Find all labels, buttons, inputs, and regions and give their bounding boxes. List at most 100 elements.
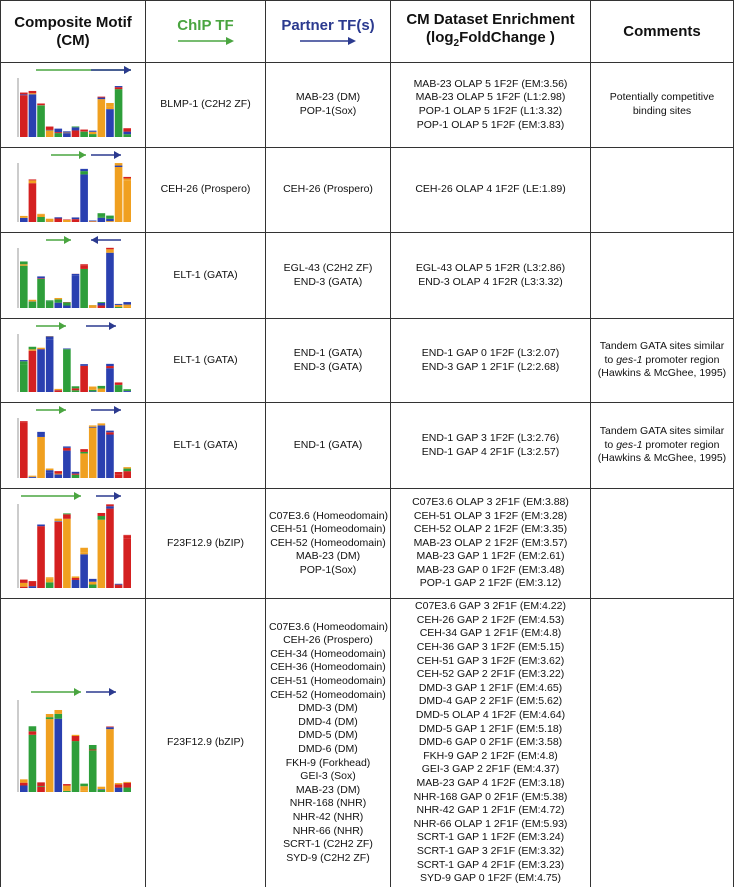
logo-letter [62,450,71,479]
logo-letter [114,474,122,479]
logo-letter [28,183,36,223]
logo-letter [53,709,62,714]
enrichment: CEH-52 GAP 2 2F1F (EM:3.22) [416,668,565,681]
logo-letter [97,789,105,792]
logo-letter [122,178,131,181]
logo-letter [36,103,45,106]
logo-letter [79,790,88,792]
logo-letter [88,386,97,391]
logo-letter [97,96,105,98]
green-arrow [177,37,234,45]
logo-letter [28,477,36,479]
logo-letter [36,786,45,792]
logo-letter [19,586,28,589]
partner-cell: EGL-43 (C2H2 ZF) END-3 (GATA) [265,232,391,319]
logo-letter [71,130,79,138]
logo-letter [97,513,105,517]
enrichment-cell: EGL-43 OLAP 5 1F2R (L3:2.86) END-3 OLAP 4… [390,232,591,319]
enrichment: CEH-26 OLAP 4 1F2F (LE:1.89) [415,183,566,196]
logo-letter [71,735,79,741]
motif-logo [17,406,131,479]
logo-letter [36,217,45,223]
enrichment-cell: CEH-26 OLAP 4 1F2F (LE:1.89) [390,147,591,233]
logo-letter [53,390,62,393]
logo-letter [97,424,105,426]
logo-letter [36,279,45,309]
partner-tf: CEH-36 (Homeodomain) [270,661,386,674]
comment: Potentially competitive binding sites [609,91,715,117]
logo-letter [79,453,88,479]
enrichment: DMD-3 GAP 1 2F1F (EM:4.65) [418,681,563,694]
logo-letter [114,382,122,386]
comment: promoter region (Hawkins & McGhee, 1995) [597,353,727,380]
partner-tf: CEH-51 (Homeodomain) [270,675,386,688]
logo-letter [114,385,122,393]
logo-letter [97,423,105,425]
comment: Tandem GATA sites similar to [599,425,725,451]
logo-letter [79,264,88,266]
header-text: CM Dataset Enrichment [406,10,575,28]
logo-letter [53,132,62,134]
logo-letter [88,134,97,138]
logo-letter [114,304,122,306]
logo-letter [62,349,71,393]
enrichment: SCRT-1 GAP 4 2F1F (EM:3.23) [416,858,565,871]
logo-letter [53,302,62,309]
enrichment: SYD-9 GAP 0 1F2F (EM:4.75) [419,872,562,885]
header-partner: Partner TF(s) [265,0,391,63]
logo-letter [105,248,114,250]
logo-letter [19,779,28,783]
enrichment: DMD-6 GAP 0 2F1F (EM:3.58) [418,736,563,749]
chip-cell: ELT-1 (GATA) [145,232,266,319]
partner-tf: CEH-52 (Homeodomain) [270,688,386,701]
partner-tf: DMD-4 (DM) [298,715,358,728]
enrichment: CEH-51 OLAP 3 1F2F (EM:3.28) [413,509,568,522]
logo-letter [122,307,131,309]
enrichment-cell: C07E3.6 OLAP 3 2F1F (EM:3.88) CEH-51 OLAP… [390,488,591,599]
logo-letter [71,740,79,792]
logo-letter [62,448,71,451]
logo-letter [45,713,53,717]
logo-letter [19,579,28,584]
logo-letter [88,750,97,792]
logo-letter [19,216,28,218]
motif-logo [17,236,131,309]
logo-letter [45,336,53,340]
logo-letter [28,93,36,95]
logo-letter [28,179,36,181]
subscript: 2 [453,37,460,49]
logo-letter [114,583,122,585]
logo-letter [79,269,88,309]
logo-letter [105,432,114,435]
logo-letter [19,92,28,95]
motif-cell [0,488,146,599]
partner-cell: END-1 (GATA) [265,402,391,489]
enrichment: MAB-23 OLAP 5 1F2F (EM:3.56) [413,77,568,90]
logo-letter [97,516,105,520]
partner-tf: END-1 (GATA) [293,346,363,359]
logo-letter [19,785,28,792]
logo-letter [53,718,62,792]
logo-letter [71,576,79,579]
logo-letter [79,169,88,172]
logo-letter [122,302,131,305]
partner-tf: MAB-23 (DM) [295,783,361,796]
logo-letter [105,506,114,509]
logo-letter [114,784,122,788]
logo-letter [122,177,131,179]
logo-letter [53,389,62,391]
chip-cell: BLMP-1 (C2H2 ZF) [145,62,266,148]
motif-logo [17,322,131,393]
comment-cell [590,232,734,319]
logo-letter [105,109,114,138]
enrichment: POP-1 OLAP 5 1F2F (EM:3.83) [416,118,565,131]
logo-letter [114,307,122,309]
enrichment-cell: END-1 GAP 3 1F2F (L3:2.76) END-1 GAP 4 2F… [390,402,591,489]
logo-letter [71,474,79,479]
logo-letter [28,734,36,792]
logo-letter [114,86,122,88]
partner-cell: CEH-26 (Prospero) [265,147,391,233]
logo-letter [28,91,36,94]
logo-letter [19,361,28,365]
logo-letter [97,97,105,100]
